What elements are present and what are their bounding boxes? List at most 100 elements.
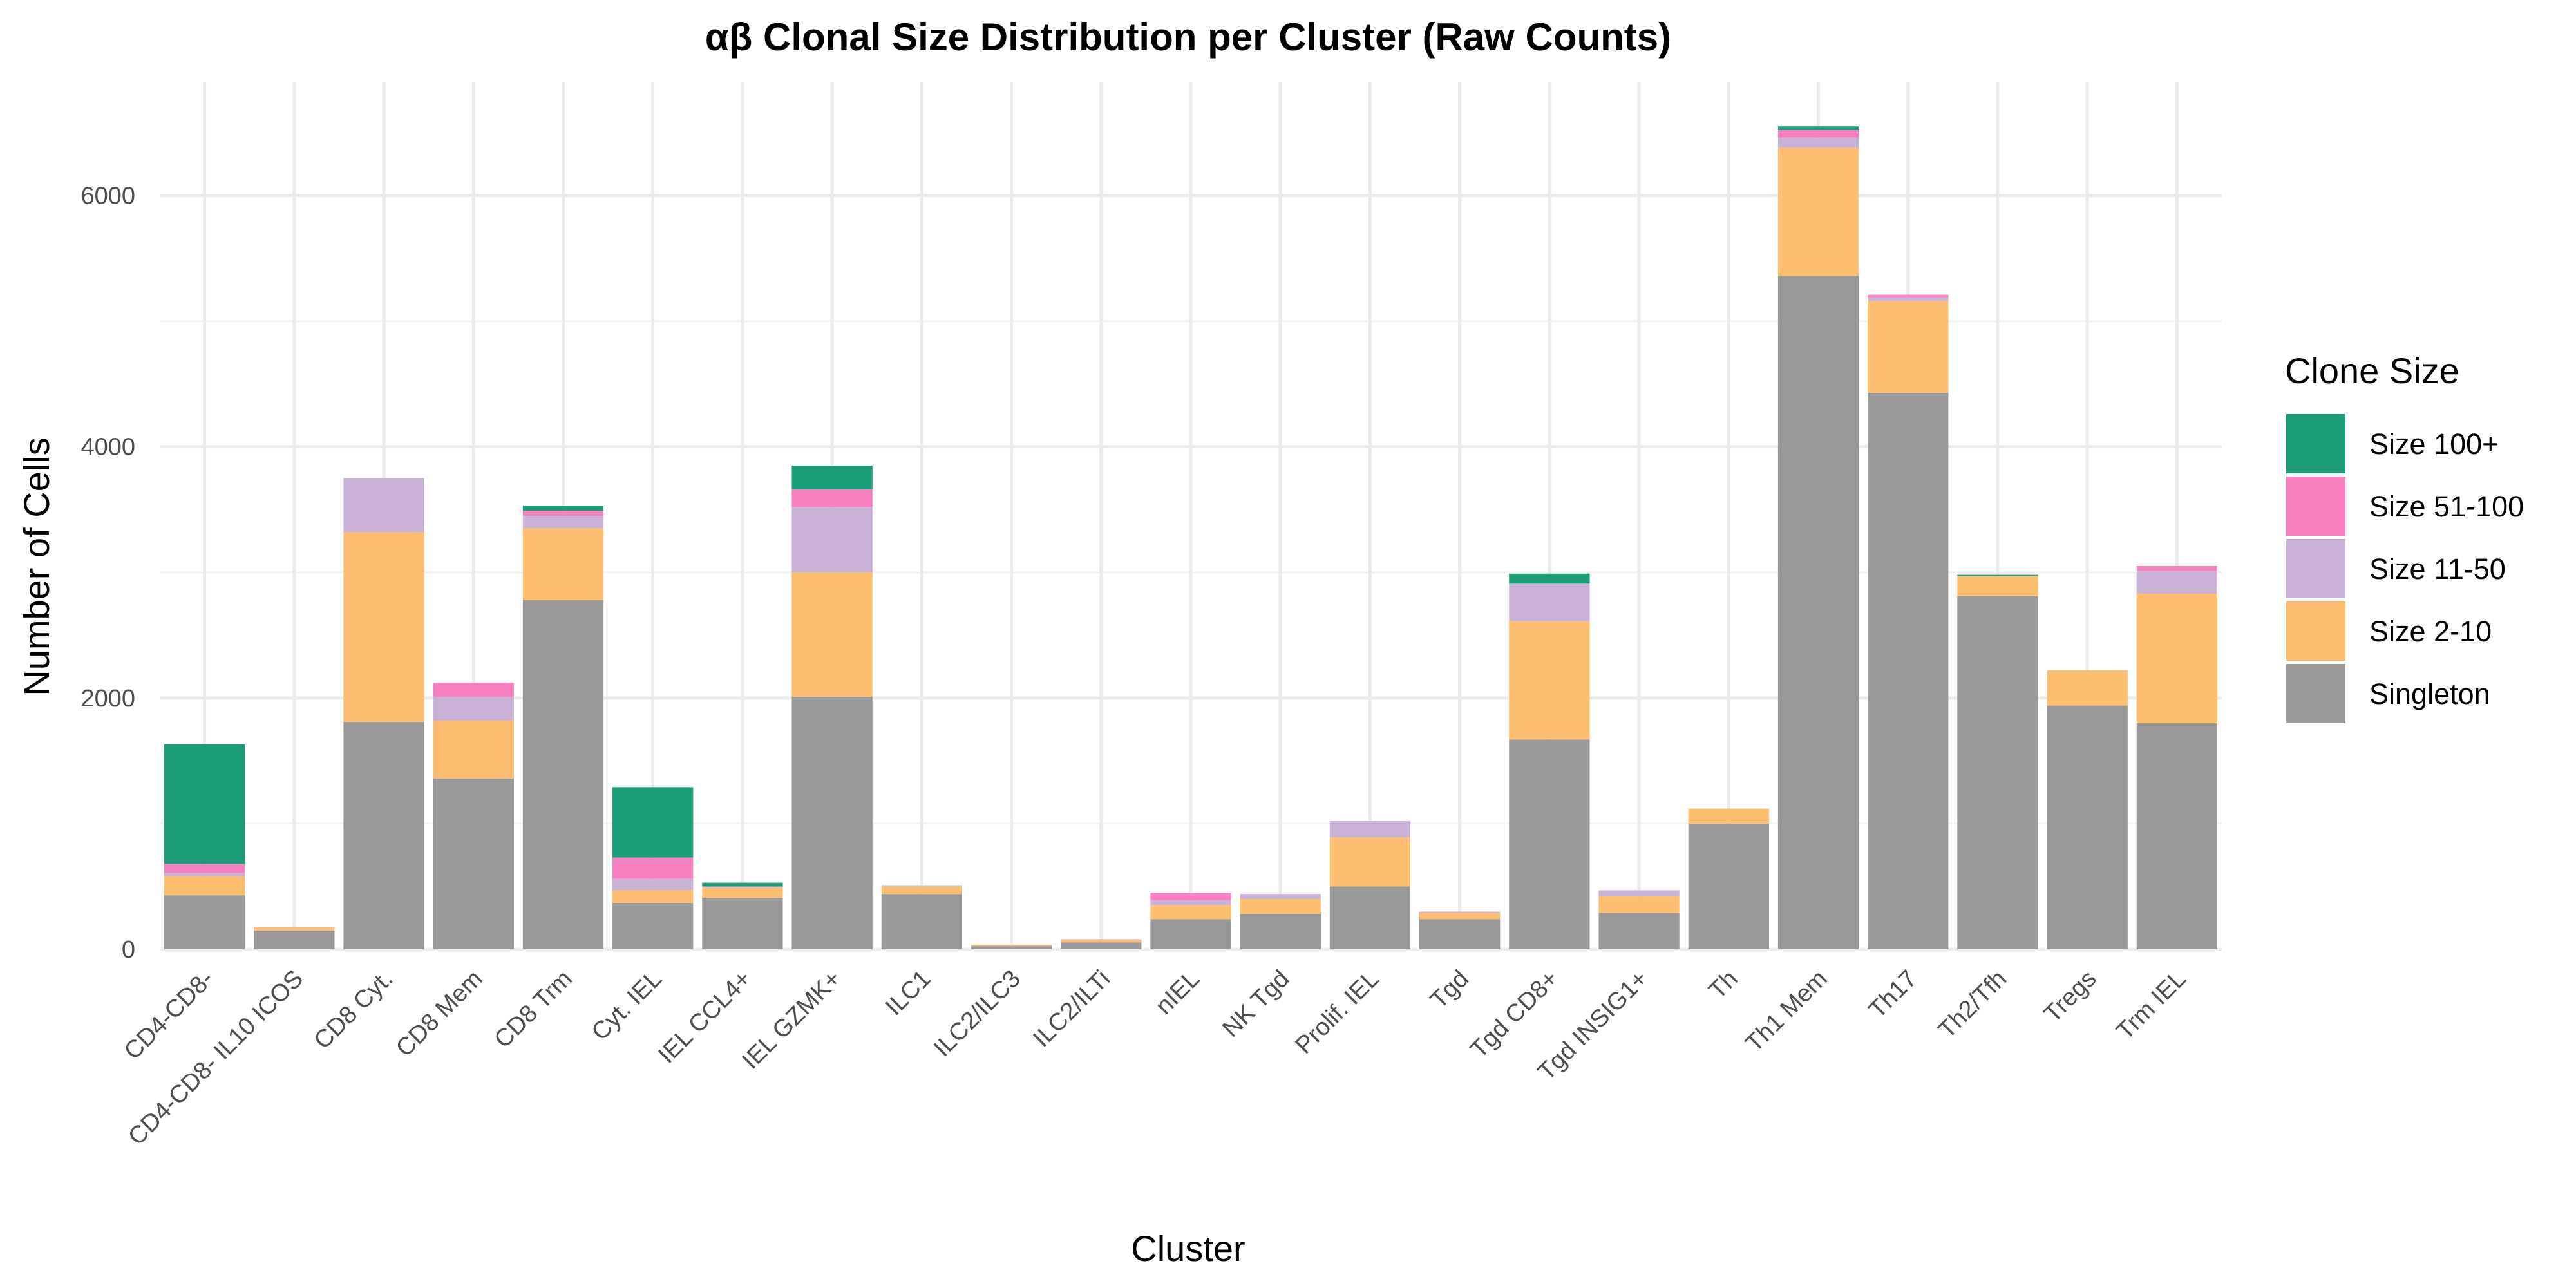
y-axis-title: Number of Cells [16,437,57,696]
bar-size-2-10-cd4-cd8 [164,876,245,896]
bar-size-100-iel-ccl4 [702,882,783,887]
bar-stack-tregs [2047,670,2128,949]
bar-size-51-100-cd8-mem [433,683,514,697]
bar-singleton-tgd-insig1 [1598,913,1680,949]
bar-singleton-tgd [1419,919,1501,949]
bars [164,126,2218,949]
bar-singleton-iel-ccl4 [702,898,783,949]
bar-size-2-10-niel [1150,905,1231,920]
bar-size-100-th2-tfh [1957,574,2038,576]
bar-singleton-nk-tgd [1240,914,1321,949]
bar-size-51-100-cd8-trm [522,511,604,516]
bar-size-2-10-cd4-cd8-il10-icos [254,927,335,931]
bar-size-100-th1-mem [1777,126,1859,131]
legend-title: Clone Size [2285,350,2459,391]
bar-stack-iel-gzmk [791,465,873,949]
bar-size-51-100-th17 [1868,294,1949,298]
bar-size-11-50-cyt-iel [612,878,694,891]
legend-item-size-100: Size 100+ [2286,414,2499,473]
bar-size-51-100-cd4-cd8 [164,864,245,873]
bar-size-2-10-iel-ccl4 [702,887,783,898]
bar-singleton-ilc2-ilc3 [971,946,1052,949]
bar-singleton-trm-iel [2136,723,2218,949]
bar-size-11-50-tgd [1419,911,1501,913]
x-tick-label: NK Tgd [1217,965,1294,1043]
bar-singleton-cd4-cd8 [164,895,245,949]
plot-area: 0 2000 4000 6000 CD4-CD8-CD4-CD8- IL10 ICOS… [80,82,2222,1151]
x-tick-label: CD8 Cyt. [309,965,399,1055]
y-tick-label: 4000 [80,434,135,461]
bar-size-51-100-niel [1150,893,1231,900]
x-tick-label: Th17 [1864,965,1922,1024]
bar-stack-cyt-iel [612,787,694,949]
bar-stack-th2-tfh [1957,574,2038,949]
bar-stack-tgd [1419,911,1501,949]
bar-size-2-10-th2-tfh [1957,576,2038,596]
bar-size-11-50-trm-iel [2136,571,2218,594]
bar-size-11-50-ilc1 [881,885,962,887]
bar-stack-th17 [1868,294,1949,949]
bar-size-51-100-iel-gzmk [791,489,873,507]
bar-stack-cd4-cd8 [164,744,245,949]
x-tick-label: ILC2/ILTi [1028,965,1115,1053]
y-axis-ticks: 0 2000 4000 6000 [80,183,135,963]
bar-stack-tgd-insig1 [1598,890,1680,949]
bar-size-11-50-niel [1150,900,1231,905]
bar-singleton-tgd-cd8 [1509,739,1590,949]
bar-size-51-100-trm-iel [2136,566,2218,571]
bar-stack-iel-ccl4 [702,882,783,949]
bar-singleton-niel [1150,919,1231,949]
legend-label: Size 51-100 [2369,490,2524,523]
legend-label: Size 2-10 [2369,615,2492,648]
x-tick-label: Th [1704,965,1743,1005]
x-tick-label: Prolif. IEL [1291,965,1385,1059]
x-tick-label: Tgd CD8+ [1465,965,1564,1064]
bar-stack-cd8-mem [433,683,514,949]
y-tick-label: 6000 [80,183,135,210]
bar-size-11-50-cd8-cyt [343,478,424,533]
bar-size-11-50-prolif-iel [1329,821,1411,838]
bar-size-11-50-tgd-insig1 [1598,890,1680,897]
legend-swatch [2286,477,2345,536]
bar-size-100-iel-gzmk [791,465,873,490]
bar-size-11-50-iel-gzmk [791,507,873,573]
legend-swatch [2286,539,2345,598]
bar-stack-tgd-cd8 [1509,573,1590,949]
bar-size-2-10-tregs [2047,670,2128,706]
bar-size-11-50-th1-mem [1777,137,1859,148]
bar-stack-cd8-cyt [343,478,424,949]
bar-stack-cd4-cd8-il10-icos [254,927,335,949]
bar-size-100-tgd-cd8 [1509,573,1590,584]
bar-singleton-cyt-iel [612,902,694,949]
bar-stack-ilc2-ilti [1061,939,1142,949]
bar-size-2-10-ilc2-ilc3 [971,945,1052,947]
bar-stack-ilc1 [881,885,962,949]
x-tick-label: Th2/Tfh [1933,965,2012,1044]
bar-size-2-10-th [1688,808,1769,824]
bar-size-11-50-cd8-mem [433,696,514,721]
bar-singleton-tregs [2047,705,2128,949]
legend-label: Size 100+ [2369,428,2499,460]
bar-size-11-50-cd8-trm [522,516,604,529]
x-tick-label: ILC1 [880,965,936,1021]
bar-stack-ilc2-ilc3 [971,945,1052,949]
bar-singleton-cd8-cyt [343,721,424,949]
legend-label: Singleton [2369,677,2490,710]
bar-singleton-th [1688,823,1769,949]
bar-stack-th1-mem [1777,126,1859,949]
bar-singleton-th1-mem [1777,276,1859,949]
legend-item-singleton: Singleton [2286,664,2490,723]
bar-singleton-cd8-trm [522,600,604,949]
bar-singleton-ilc1 [881,894,962,949]
legend: Clone Size Size 100+ Size 51-100 Size 11-5… [2285,350,2524,723]
x-tick-label: Trm IEL [2112,965,2192,1045]
bar-stack-cd8-trm [522,506,604,949]
legend-item-size-2-10: Size 2-10 [2286,601,2492,661]
x-tick-label: Th1 Mem [1741,965,1833,1057]
bar-size-11-50-tgd-cd8 [1509,583,1590,621]
y-tick-label: 2000 [80,685,135,712]
bar-size-11-50-iel-ccl4 [702,886,783,888]
bar-size-51-100-cyt-iel [612,857,694,879]
bar-size-51-100-th1-mem [1777,130,1859,138]
bar-size-2-10-tgd [1419,913,1501,920]
